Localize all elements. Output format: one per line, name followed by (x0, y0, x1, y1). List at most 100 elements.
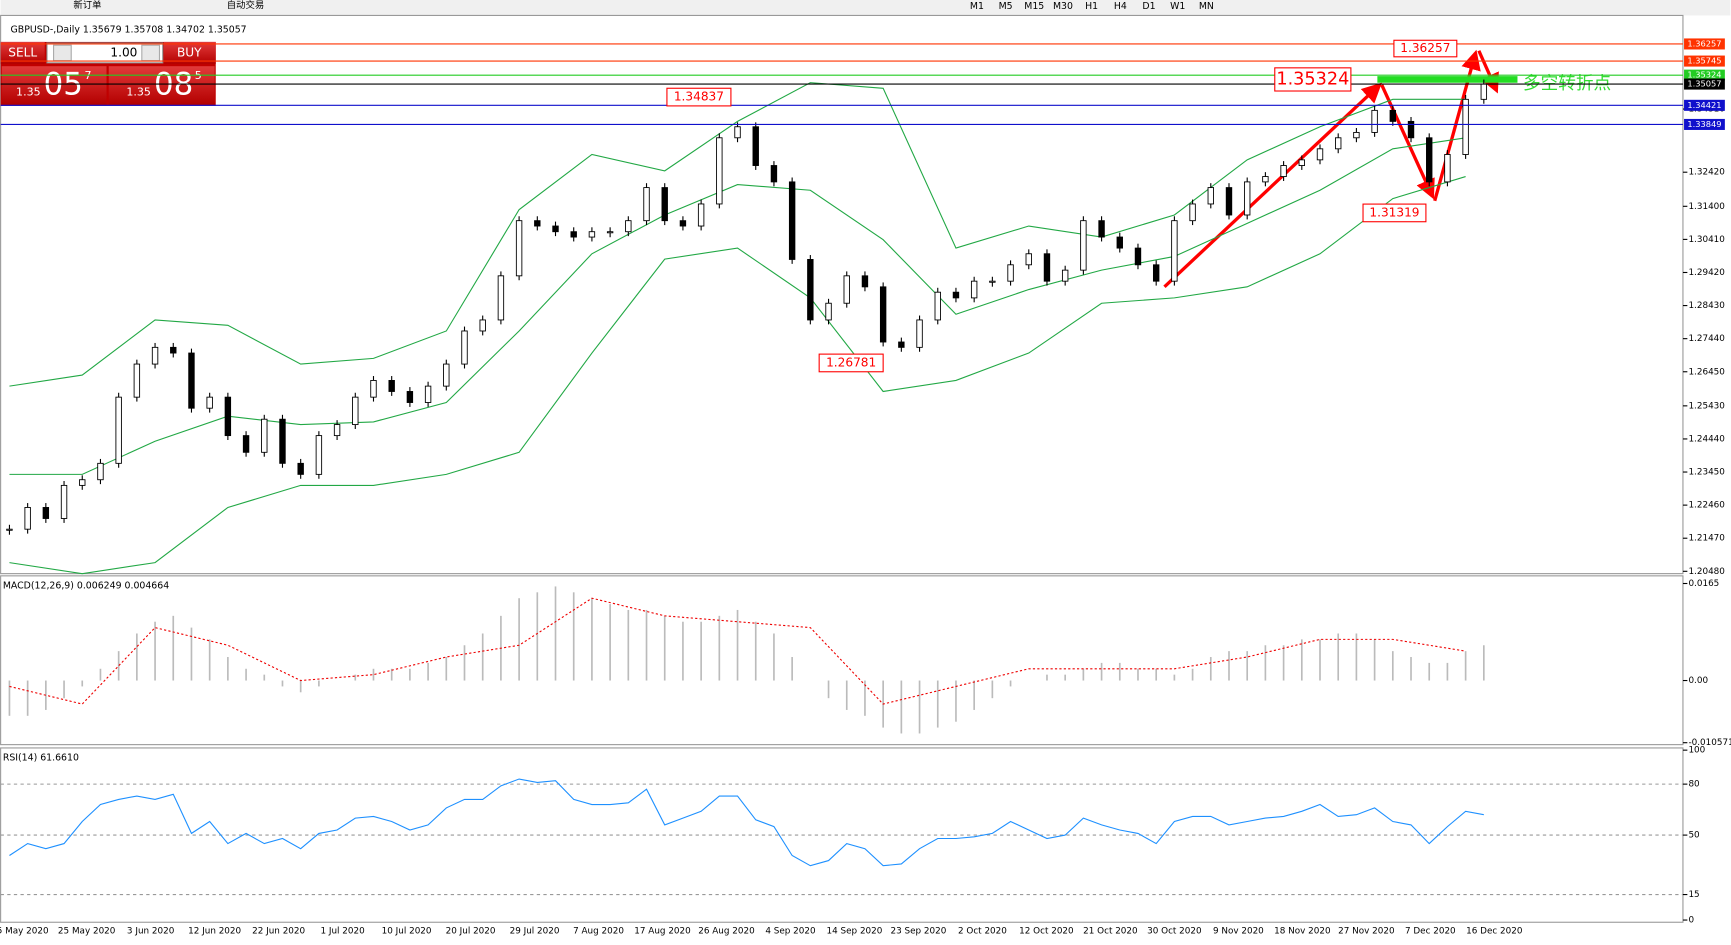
timeframe-button[interactable]: M1 (970, 1, 984, 12)
macd-bar (1209, 657, 1212, 681)
candle (151, 346, 159, 365)
candle (6, 528, 13, 531)
candle (352, 396, 359, 426)
buy-price-box[interactable] (108, 66, 215, 105)
price-label-bg (1684, 118, 1725, 130)
y-tick-label: 1.30410 (1688, 235, 1725, 245)
candle (315, 435, 323, 475)
annotation: 1.26781 (826, 355, 876, 369)
new-order-button[interactable]: 新订单 (73, 0, 101, 11)
y-tick-label: 0.0165 (1688, 579, 1719, 589)
macd-bar (1064, 674, 1067, 681)
lots-up[interactable] (141, 44, 161, 62)
candle (843, 275, 850, 304)
macd-bar (1355, 633, 1358, 681)
price-label: 1.33849 (1687, 119, 1721, 129)
timeframe-button[interactable]: M30 (1053, 1, 1073, 12)
bollinger-upper (9, 82, 1466, 387)
candle (588, 231, 596, 238)
timeframe-button[interactable]: M15 (1024, 1, 1044, 12)
sell-price-box[interactable] (1, 66, 107, 105)
candle (1080, 220, 1087, 271)
macd-bar (390, 668, 393, 681)
rsi-title: RSI(14) 61.6610 (3, 752, 79, 763)
x-tick-label: 26 Aug 2020 (698, 927, 755, 937)
annotation-box (666, 87, 732, 107)
candle (333, 424, 341, 437)
macd-bar (1264, 645, 1267, 681)
macd-bar (245, 668, 247, 681)
candle (170, 346, 177, 354)
x-tick-label: 29 Jul 2020 (510, 927, 560, 937)
timeframe-button[interactable]: D1 (1142, 1, 1155, 12)
candle (1407, 120, 1415, 139)
price-panel (0, 14, 1684, 575)
y-tick-label: 80 (1688, 780, 1700, 790)
candle (1189, 203, 1196, 222)
candle (1243, 181, 1251, 216)
macd-bar (99, 668, 102, 681)
macd-bar (791, 657, 793, 681)
macd-panel (0, 575, 1684, 746)
macd-bar (1155, 668, 1158, 681)
candle (1462, 98, 1469, 155)
macd-bar (827, 680, 830, 699)
macd-bar (208, 639, 211, 681)
annotation-box (818, 353, 884, 373)
lots-down[interactable] (53, 44, 72, 62)
macd-bar (1046, 674, 1048, 681)
x-tick-label: 12 Oct 2020 (1019, 927, 1074, 937)
timeframe-button[interactable]: MN (1199, 1, 1214, 12)
macd-bar (354, 674, 357, 681)
candle (1061, 269, 1069, 282)
macd-bar (736, 609, 739, 681)
sell-label[interactable]: SELL (8, 45, 37, 59)
candle (1371, 109, 1378, 133)
x-tick-label: 22 Jun 2020 (252, 927, 305, 937)
x-tick-label: 16 Dec 2020 (1466, 927, 1523, 937)
annotation: 1.36257 (1400, 41, 1450, 55)
rsi-line (9, 778, 1484, 867)
macd-bar (572, 592, 575, 681)
x-tick-label: 18 Nov 2020 (1274, 927, 1331, 937)
timeframe-button[interactable]: H4 (1114, 1, 1127, 12)
auto-trading-button[interactable]: 自动交易 (227, 0, 264, 11)
candle (60, 484, 68, 519)
candle (1225, 187, 1233, 216)
candle (1389, 109, 1397, 122)
timeframe-button[interactable]: H1 (1085, 1, 1098, 12)
macd-bar (864, 680, 866, 716)
buy-button[interactable] (163, 41, 216, 64)
macd-bar (991, 680, 994, 699)
macd-bar (754, 621, 757, 681)
candle (752, 126, 759, 166)
candle (1262, 176, 1269, 183)
candle (297, 462, 304, 475)
candle (479, 319, 486, 332)
candle (989, 280, 996, 283)
y-tick-label: 1.29420 (1688, 268, 1725, 278)
trade-panel: SELL 1.00 BUY 1.35 05 7 1.35 08 5 (0, 41, 216, 106)
turning-label: 多空转折点 (1523, 73, 1611, 94)
sell-button[interactable] (0, 41, 45, 64)
candle (79, 479, 86, 486)
y-tick-label: 0 (1688, 916, 1694, 926)
macd-bar (682, 621, 684, 681)
macd-bar (973, 680, 975, 710)
y-tick-label: 1.25430 (1688, 401, 1725, 411)
macd-bar (281, 680, 284, 687)
candle (1426, 137, 1433, 183)
timeframe-button[interactable]: W1 (1170, 1, 1185, 12)
y-tick-label: 1.22460 (1688, 501, 1725, 511)
macd-bar (409, 668, 411, 681)
candle (788, 181, 796, 260)
y-tick-label: 1.23450 (1688, 468, 1725, 478)
timeframe-button[interactable]: M5 (999, 1, 1013, 12)
macd-bar (1082, 668, 1085, 681)
candle (898, 341, 905, 348)
lots-input[interactable] (46, 42, 164, 64)
buy-label[interactable]: BUY (177, 45, 202, 59)
macd-bar (63, 680, 65, 699)
x-tick-label: 3 Jun 2020 (127, 927, 175, 937)
